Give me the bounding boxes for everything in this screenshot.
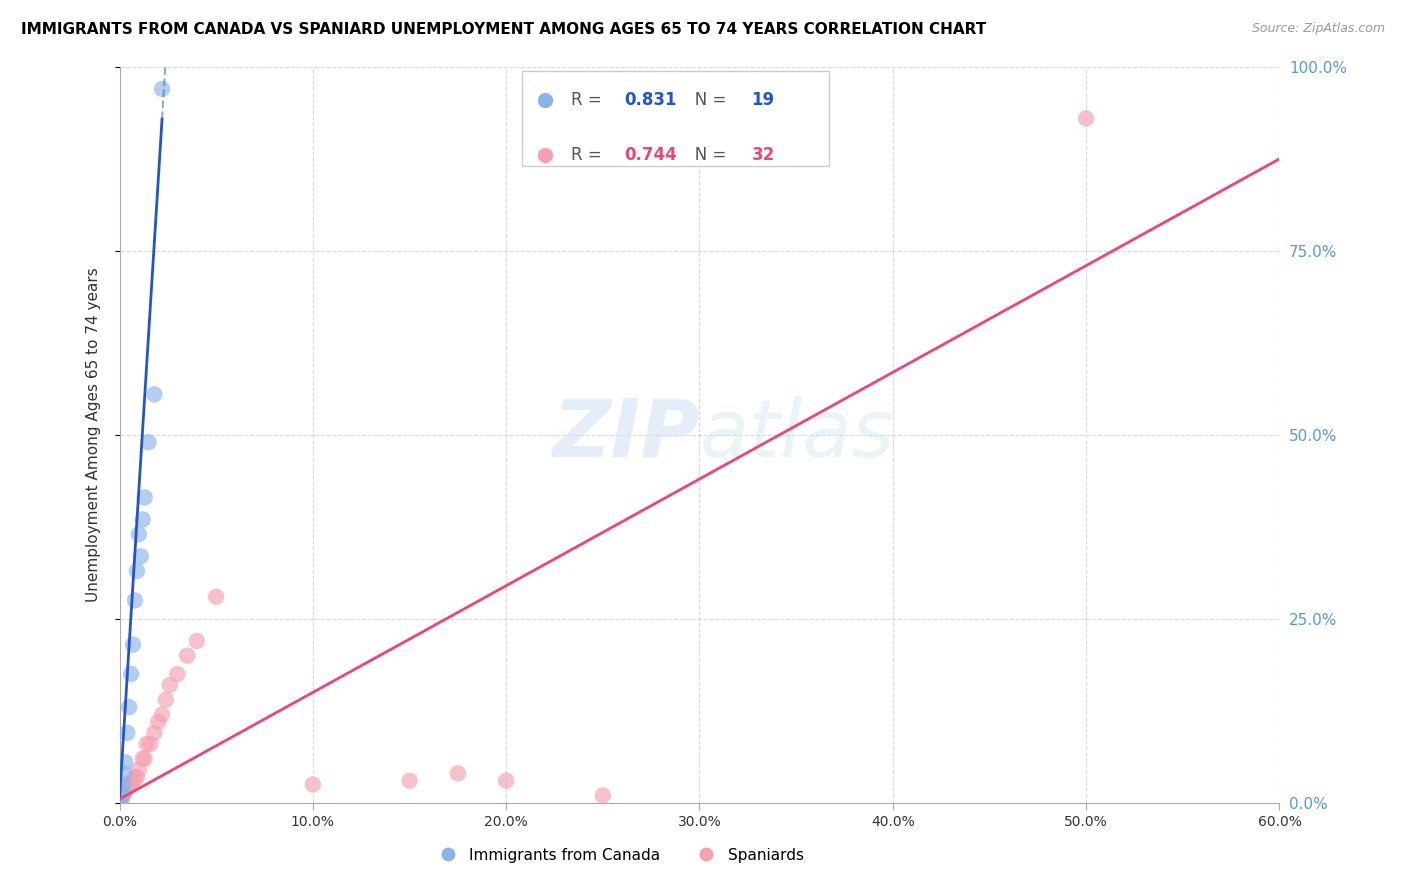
Point <box>138 435 160 450</box>
Point <box>110 792 132 806</box>
Text: atlas: atlas <box>700 396 894 474</box>
FancyBboxPatch shape <box>522 70 830 166</box>
Point <box>1076 112 1098 126</box>
Text: 32: 32 <box>752 146 775 164</box>
Point <box>112 789 135 803</box>
Point <box>155 692 177 706</box>
Point <box>117 781 138 796</box>
Point <box>135 737 157 751</box>
Point <box>139 737 162 751</box>
Point <box>150 82 173 96</box>
Point <box>111 785 134 799</box>
Point <box>124 770 146 784</box>
Point <box>125 564 148 578</box>
Point <box>166 667 188 681</box>
Text: Source: ZipAtlas.com: Source: ZipAtlas.com <box>1251 22 1385 36</box>
Point <box>447 766 470 780</box>
Text: 0.831: 0.831 <box>624 91 676 109</box>
Text: N =: N = <box>679 146 731 164</box>
Point <box>143 387 166 401</box>
Text: IMMIGRANTS FROM CANADA VS SPANIARD UNEMPLOYMENT AMONG AGES 65 TO 74 YEARS CORREL: IMMIGRANTS FROM CANADA VS SPANIARD UNEMP… <box>21 22 987 37</box>
Point <box>112 777 135 791</box>
Y-axis label: Unemployment Among Ages 65 to 74 years: Unemployment Among Ages 65 to 74 years <box>86 268 101 602</box>
Point <box>110 789 132 803</box>
Text: N =: N = <box>679 91 731 109</box>
Text: 19: 19 <box>752 91 775 109</box>
Point <box>125 770 148 784</box>
Point <box>120 777 142 791</box>
Point <box>128 527 150 541</box>
Point <box>398 773 420 788</box>
Point <box>186 633 208 648</box>
Text: 0.744: 0.744 <box>624 146 676 164</box>
Point <box>112 766 135 780</box>
Point <box>495 773 517 788</box>
Point <box>134 751 156 765</box>
Point <box>122 638 145 652</box>
Point <box>132 751 155 765</box>
Point <box>128 763 150 777</box>
Text: ZIP: ZIP <box>553 396 700 474</box>
Text: R =: R = <box>571 146 607 164</box>
Point <box>159 678 181 692</box>
Point <box>110 792 132 806</box>
Point <box>205 590 228 604</box>
Point <box>143 726 166 740</box>
Point <box>302 777 325 791</box>
Point <box>134 491 156 505</box>
Point <box>592 789 614 803</box>
Point <box>111 789 134 803</box>
Point <box>124 593 146 607</box>
Point <box>118 700 141 714</box>
Point <box>148 714 170 729</box>
Point <box>120 667 142 681</box>
Point <box>150 707 173 722</box>
Point <box>129 549 152 564</box>
Point <box>114 785 136 799</box>
Point <box>176 648 198 663</box>
Legend: Immigrants from Canada, Spaniards: Immigrants from Canada, Spaniards <box>426 841 810 869</box>
Text: R =: R = <box>571 91 607 109</box>
Point <box>110 792 132 806</box>
Point <box>114 756 136 770</box>
Point <box>132 512 155 526</box>
Point <box>118 777 141 791</box>
Point <box>117 726 138 740</box>
Point <box>112 785 135 799</box>
Point <box>122 773 145 788</box>
